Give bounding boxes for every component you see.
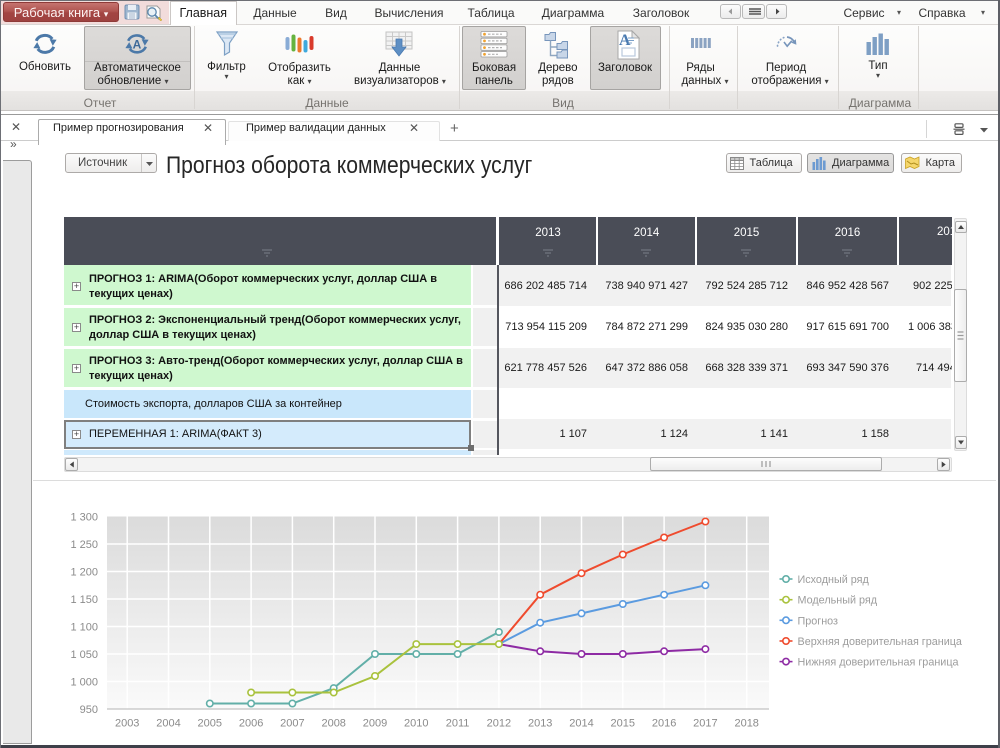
svg-text:950: 950 [80,704,98,716]
svg-text:2005: 2005 [198,718,222,730]
svg-text:1 150: 1 150 [70,594,98,606]
svg-text:Исходный ряд: Исходный ряд [798,574,870,586]
svg-text:2007: 2007 [280,718,304,730]
svg-text:A: A [619,32,631,49]
svg-text:2003: 2003 [115,718,139,730]
svg-text:A: A [133,38,142,52]
svg-text:1 200: 1 200 [70,567,98,579]
svg-text:2006: 2006 [239,718,263,730]
svg-text:1 250: 1 250 [70,539,98,551]
svg-text:2010: 2010 [404,718,428,730]
svg-text:2009: 2009 [363,718,387,730]
svg-text:Прогноз: Прогноз [798,615,839,627]
svg-text:2017: 2017 [693,718,717,730]
svg-text:2016: 2016 [652,718,676,730]
svg-text:Верхняя доверительная граница: Верхняя доверительная граница [798,636,962,648]
svg-text:Нижняя доверительная граница: Нижняя доверительная граница [798,657,959,669]
svg-text:1 300: 1 300 [70,512,98,524]
svg-text:2004: 2004 [156,718,180,730]
svg-text:1 100: 1 100 [70,622,98,634]
svg-text:2008: 2008 [321,718,345,730]
svg-text:2015: 2015 [611,718,635,730]
svg-text:2012: 2012 [487,718,511,730]
svg-text:Модельный ряд: Модельный ряд [798,595,878,607]
svg-text:1 000: 1 000 [70,677,98,689]
svg-text:2018: 2018 [734,718,758,730]
svg-text:1 050: 1 050 [70,649,98,661]
svg-text:2014: 2014 [569,718,593,730]
svg-text:2013: 2013 [528,718,552,730]
svg-text:2011: 2011 [446,718,470,730]
